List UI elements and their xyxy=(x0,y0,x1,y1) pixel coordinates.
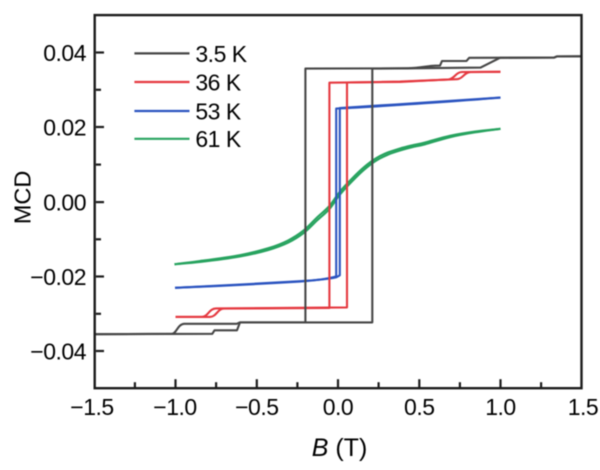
svg-text:MCD: MCD xyxy=(10,171,36,225)
svg-text:36 K: 36 K xyxy=(195,69,241,95)
svg-text:53 K: 53 K xyxy=(195,98,241,124)
svg-text:−0.5: −0.5 xyxy=(235,394,278,420)
svg-text:B (T): B (T) xyxy=(312,434,368,462)
svg-text:1.5: 1.5 xyxy=(568,394,598,420)
svg-text:0.0: 0.0 xyxy=(323,394,353,420)
svg-text:61 K: 61 K xyxy=(195,126,241,152)
svg-text:−0.04: −0.04 xyxy=(30,338,86,364)
svg-text:0.5: 0.5 xyxy=(404,394,434,420)
svg-text:0.02: 0.02 xyxy=(43,114,86,140)
svg-text:−0.02: −0.02 xyxy=(30,264,86,290)
svg-text:0.04: 0.04 xyxy=(43,40,86,66)
svg-text:1.0: 1.0 xyxy=(485,394,515,420)
svg-text:−1.5: −1.5 xyxy=(70,394,113,420)
svg-text:−1.0: −1.0 xyxy=(153,394,196,420)
svg-text:3.5 K: 3.5 K xyxy=(195,41,247,67)
svg-text:0.00: 0.00 xyxy=(43,189,86,215)
